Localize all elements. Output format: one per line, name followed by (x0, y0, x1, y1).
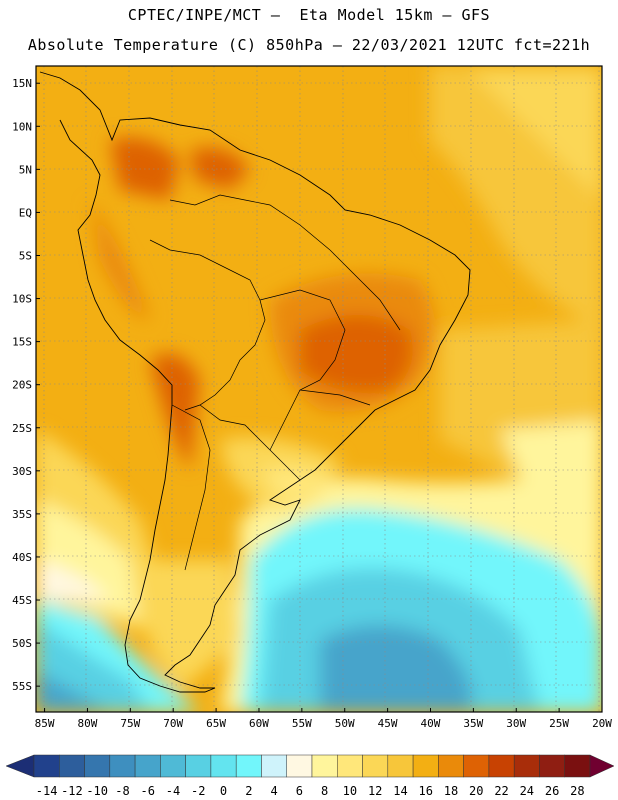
lat-tick-label: 35S (12, 508, 32, 521)
lat-tick-label: 40S (12, 551, 32, 564)
colorbar-swatch (185, 754, 212, 778)
colorbar-tick-label: 2 (245, 784, 252, 798)
colorbar-swatch (286, 754, 313, 778)
colorbar-swatch (362, 754, 389, 778)
lon-tick-label: 60W (249, 717, 269, 730)
longitude-axis: 85W 80W 75W 70W 65W 60W 55W 50W 45W 40W 35W 30W 25W 2… (35, 708, 612, 730)
colorbar-swatch (235, 754, 262, 778)
lat-tick-label: 50S (12, 637, 32, 650)
lon-tick-label: 85W (35, 717, 55, 730)
colorbar-tick-label: -10 (86, 784, 108, 798)
colorbar-tick-label: 28 (570, 784, 584, 798)
temperature-field (36, 66, 602, 712)
lat-tick-label: 30S (12, 465, 32, 478)
colorbar-swatch (59, 754, 85, 778)
colorbar-tick-label: 8 (321, 784, 328, 798)
colorbar-swatch (564, 754, 591, 778)
colorbar-tick-label: 14 (393, 784, 407, 798)
colorbar-swatch (109, 754, 136, 778)
latitude-axis: 15N 10N 5N EQ 5S 10S 15S 20S 25S 30S 35S 40S 45S 50S 5… (12, 77, 40, 693)
colorbar-swatch (438, 754, 464, 778)
lon-tick-label: 35W (463, 717, 483, 730)
colorbar-swatch (261, 754, 287, 778)
lat-tick-label: 15N (12, 77, 32, 90)
colorbar-swatch (33, 754, 60, 778)
colorbar-high-arrow (589, 754, 615, 778)
lat-tick-label: 10N (12, 120, 32, 133)
colorbar-tick-label: 4 (270, 784, 277, 798)
colorbar-low-arrow (5, 754, 35, 778)
lon-tick-label: 45W (378, 717, 398, 730)
colorbar-tick-label: 18 (444, 784, 458, 798)
colorbar-tick-label: -14 (36, 784, 58, 798)
colorbar-tick-label: -8 (115, 784, 129, 798)
colorbar-swatch (84, 754, 111, 778)
colorbar: -14 -12 -10 -8 -6 -4 -2 0 2 4 6 8 10 12 14 16 18 20 22 24 26… (5, 754, 615, 798)
lon-tick-label: 55W (292, 717, 312, 730)
colorbar-tick-label: -6 (141, 784, 155, 798)
lon-tick-label: 20W (592, 717, 612, 730)
colorbar-tick-label: 6 (296, 784, 303, 798)
colorbar-tick-label: 24 (520, 784, 534, 798)
lon-tick-label: 25W (549, 717, 569, 730)
lat-tick-label: 55S (12, 680, 32, 693)
colorbar-tick-label: -4 (166, 784, 180, 798)
colorbar-swatch (513, 754, 540, 778)
colorbar-swatch (311, 754, 338, 778)
lon-tick-label: 80W (78, 717, 98, 730)
colorbar-swatch (337, 754, 363, 778)
colorbar-swatch (210, 754, 237, 778)
colorbar-tick-label: 0 (220, 784, 227, 798)
country-borders (149, 194, 401, 571)
lat-tick-label: EQ (19, 206, 32, 219)
colorbar-swatch (160, 754, 186, 778)
lat-tick-label: 10S (12, 293, 32, 306)
colorbar-tick-label: 16 (419, 784, 433, 798)
colorbar-tick-label: 26 (545, 784, 559, 798)
lon-tick-label: 70W (163, 717, 183, 730)
lat-tick-label: 45S (12, 594, 32, 607)
colorbar-swatch (539, 754, 565, 778)
lon-tick-label: 75W (120, 717, 140, 730)
map-frame (35, 65, 603, 713)
lat-tick-label: 15S (12, 336, 32, 349)
colorbar-tick-label: 22 (494, 784, 508, 798)
colorbar-tick-label: 10 (343, 784, 357, 798)
colorbar-swatch (134, 754, 161, 778)
lon-tick-label: 40W (421, 717, 441, 730)
lat-tick-label: 5S (19, 249, 32, 262)
colorbar-tick-label: 12 (368, 784, 382, 798)
colorbar-tick-label: -2 (191, 784, 205, 798)
colorbar-swatch (387, 754, 414, 778)
map-title-line2: Absolute Temperature (C) 850hPa – 22/03/… (27, 36, 591, 54)
lat-tick-label: 5N (19, 163, 32, 176)
map-title-line1: CPTEC/INPE/MCT – Eta Model 15km – GFS (127, 6, 491, 24)
lon-tick-label: 50W (335, 717, 355, 730)
colorbar-tick-label: -12 (61, 784, 83, 798)
lon-tick-label: 65W (206, 717, 226, 730)
colorbar-swatch (412, 754, 439, 778)
lon-tick-label: 30W (506, 717, 526, 730)
lat-tick-label: 20S (12, 379, 32, 392)
lat-tick-label: 25S (12, 422, 32, 435)
colorbar-tick-label: 20 (469, 784, 483, 798)
coastline (39, 71, 471, 693)
colorbar-swatch (488, 754, 515, 778)
colorbar-swatch (463, 754, 490, 778)
